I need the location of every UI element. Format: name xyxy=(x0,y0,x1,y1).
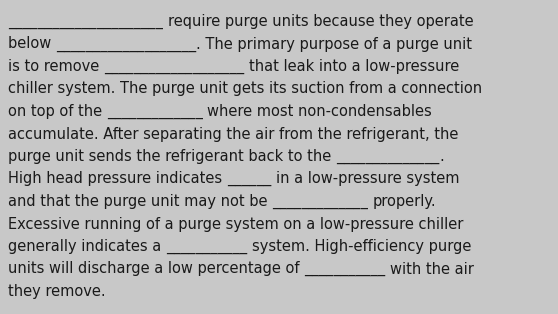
Text: they remove.: they remove. xyxy=(8,284,105,299)
Text: in a low-pressure system: in a low-pressure system xyxy=(276,171,459,187)
Text: High head pressure indicates: High head pressure indicates xyxy=(8,171,227,187)
Text: ___________________: ___________________ xyxy=(56,36,196,51)
Text: ______________: ______________ xyxy=(336,149,439,164)
Text: accumulate. After separating the air from the refrigerant, the: accumulate. After separating the air fro… xyxy=(8,127,458,142)
Text: where most non-condensables: where most non-condensables xyxy=(207,104,432,119)
Text: properly.: properly. xyxy=(373,194,436,209)
Text: Excessive running of a purge system on a low-pressure chiller: Excessive running of a purge system on a… xyxy=(8,216,463,231)
Text: require purge units because they operate: require purge units because they operate xyxy=(167,14,473,29)
Text: ______: ______ xyxy=(227,171,276,187)
Text: with the air: with the air xyxy=(390,262,474,277)
Text: _____________: _____________ xyxy=(272,194,373,209)
Text: ___________: ___________ xyxy=(166,239,252,254)
Text: and that the purge unit may not be: and that the purge unit may not be xyxy=(8,194,272,209)
Text: purge unit sends the refrigerant back to the: purge unit sends the refrigerant back to… xyxy=(8,149,336,164)
Text: is to remove: is to remove xyxy=(8,59,104,74)
Text: below: below xyxy=(8,36,56,51)
Text: ___________________: ___________________ xyxy=(104,59,249,74)
Text: . The primary purpose of a purge unit: . The primary purpose of a purge unit xyxy=(196,36,472,51)
Text: _____________: _____________ xyxy=(107,104,207,119)
Text: chiller system. The purge unit gets its suction from a connection: chiller system. The purge unit gets its … xyxy=(8,82,482,96)
Text: that leak into a low-pressure: that leak into a low-pressure xyxy=(249,59,459,74)
Text: _____________________: _____________________ xyxy=(8,14,167,29)
Text: system. High-efficiency purge: system. High-efficiency purge xyxy=(252,239,471,254)
Text: .: . xyxy=(439,149,444,164)
Text: on top of the: on top of the xyxy=(8,104,107,119)
Text: units will discharge a low percentage of: units will discharge a low percentage of xyxy=(8,262,304,277)
Text: generally indicates a: generally indicates a xyxy=(8,239,166,254)
Text: ___________: ___________ xyxy=(304,262,390,277)
